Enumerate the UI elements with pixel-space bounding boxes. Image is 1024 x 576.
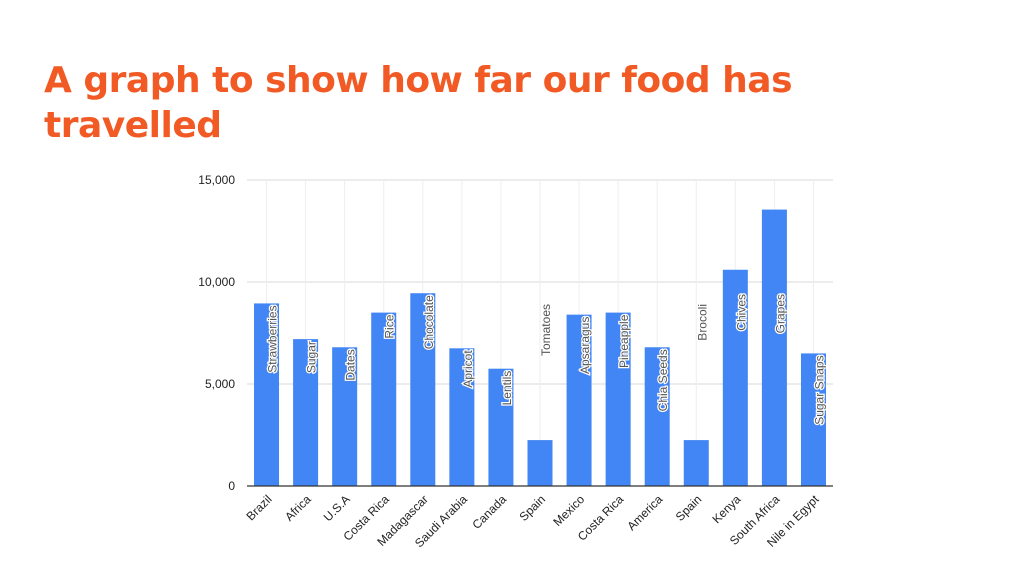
y-tick-label: 10,000 <box>198 275 235 289</box>
bar <box>332 347 358 486</box>
bar <box>527 440 553 486</box>
bar <box>722 269 748 486</box>
x-tick-label: Kenya <box>709 492 743 526</box>
bar-data-label: Pineapple <box>617 314 631 368</box>
bar-data-label: Tomatoes <box>539 304 553 356</box>
bar <box>254 303 280 486</box>
bar-data-label: Chia Seeds <box>656 349 670 411</box>
x-tick-label: Brazil <box>244 492 275 523</box>
bar-data-label: Lentils <box>500 371 514 406</box>
x-tick-label: Spain <box>673 492 705 524</box>
bar-data-label: Apricot <box>461 350 475 388</box>
bar-data-label: Brocoli <box>695 304 709 341</box>
bar-data-label: Dates <box>344 349 358 380</box>
bar <box>683 440 709 486</box>
bar <box>605 312 631 486</box>
bar <box>449 348 475 486</box>
y-tick-label: 0 <box>228 479 235 493</box>
x-tick-label: Spain <box>517 492 549 524</box>
bar-data-label: Chocolate <box>422 295 436 349</box>
x-tick-label: U.S.A <box>321 492 353 524</box>
x-tick-label: Canada <box>469 492 509 532</box>
bar <box>566 314 592 486</box>
bar-data-label: Grapes <box>773 294 787 333</box>
bars <box>254 209 826 486</box>
bar <box>488 368 514 486</box>
bar <box>800 353 826 486</box>
bar <box>371 312 397 486</box>
bar-data-label: Rice <box>383 314 397 338</box>
bar-data-label: Sugar <box>305 341 319 373</box>
y-axis-ticks: 0 5,000 10,000 15,000 <box>198 173 235 493</box>
y-tick-label: 5,000 <box>205 377 235 391</box>
bar-data-label: Apsaragus <box>578 317 592 374</box>
x-tick-label: Mexico <box>550 492 587 529</box>
bar-data-label: Sugar Snaps <box>812 355 826 424</box>
bar <box>410 293 436 486</box>
bar <box>761 209 787 486</box>
bar <box>644 347 670 486</box>
bar-data-label: Chives <box>734 294 748 331</box>
bar <box>293 339 319 486</box>
slide-title: A graph to show how far our food has tra… <box>44 60 793 146</box>
x-tick-label: Africa <box>282 492 314 524</box>
y-tick-label: 15,000 <box>198 173 235 187</box>
bar-data-label: Strawberries <box>266 305 280 372</box>
x-tick-label: America <box>624 492 665 533</box>
bar-labels: Strawberries Sugar Dates Rice Chocolate Apric… <box>264 293 827 426</box>
